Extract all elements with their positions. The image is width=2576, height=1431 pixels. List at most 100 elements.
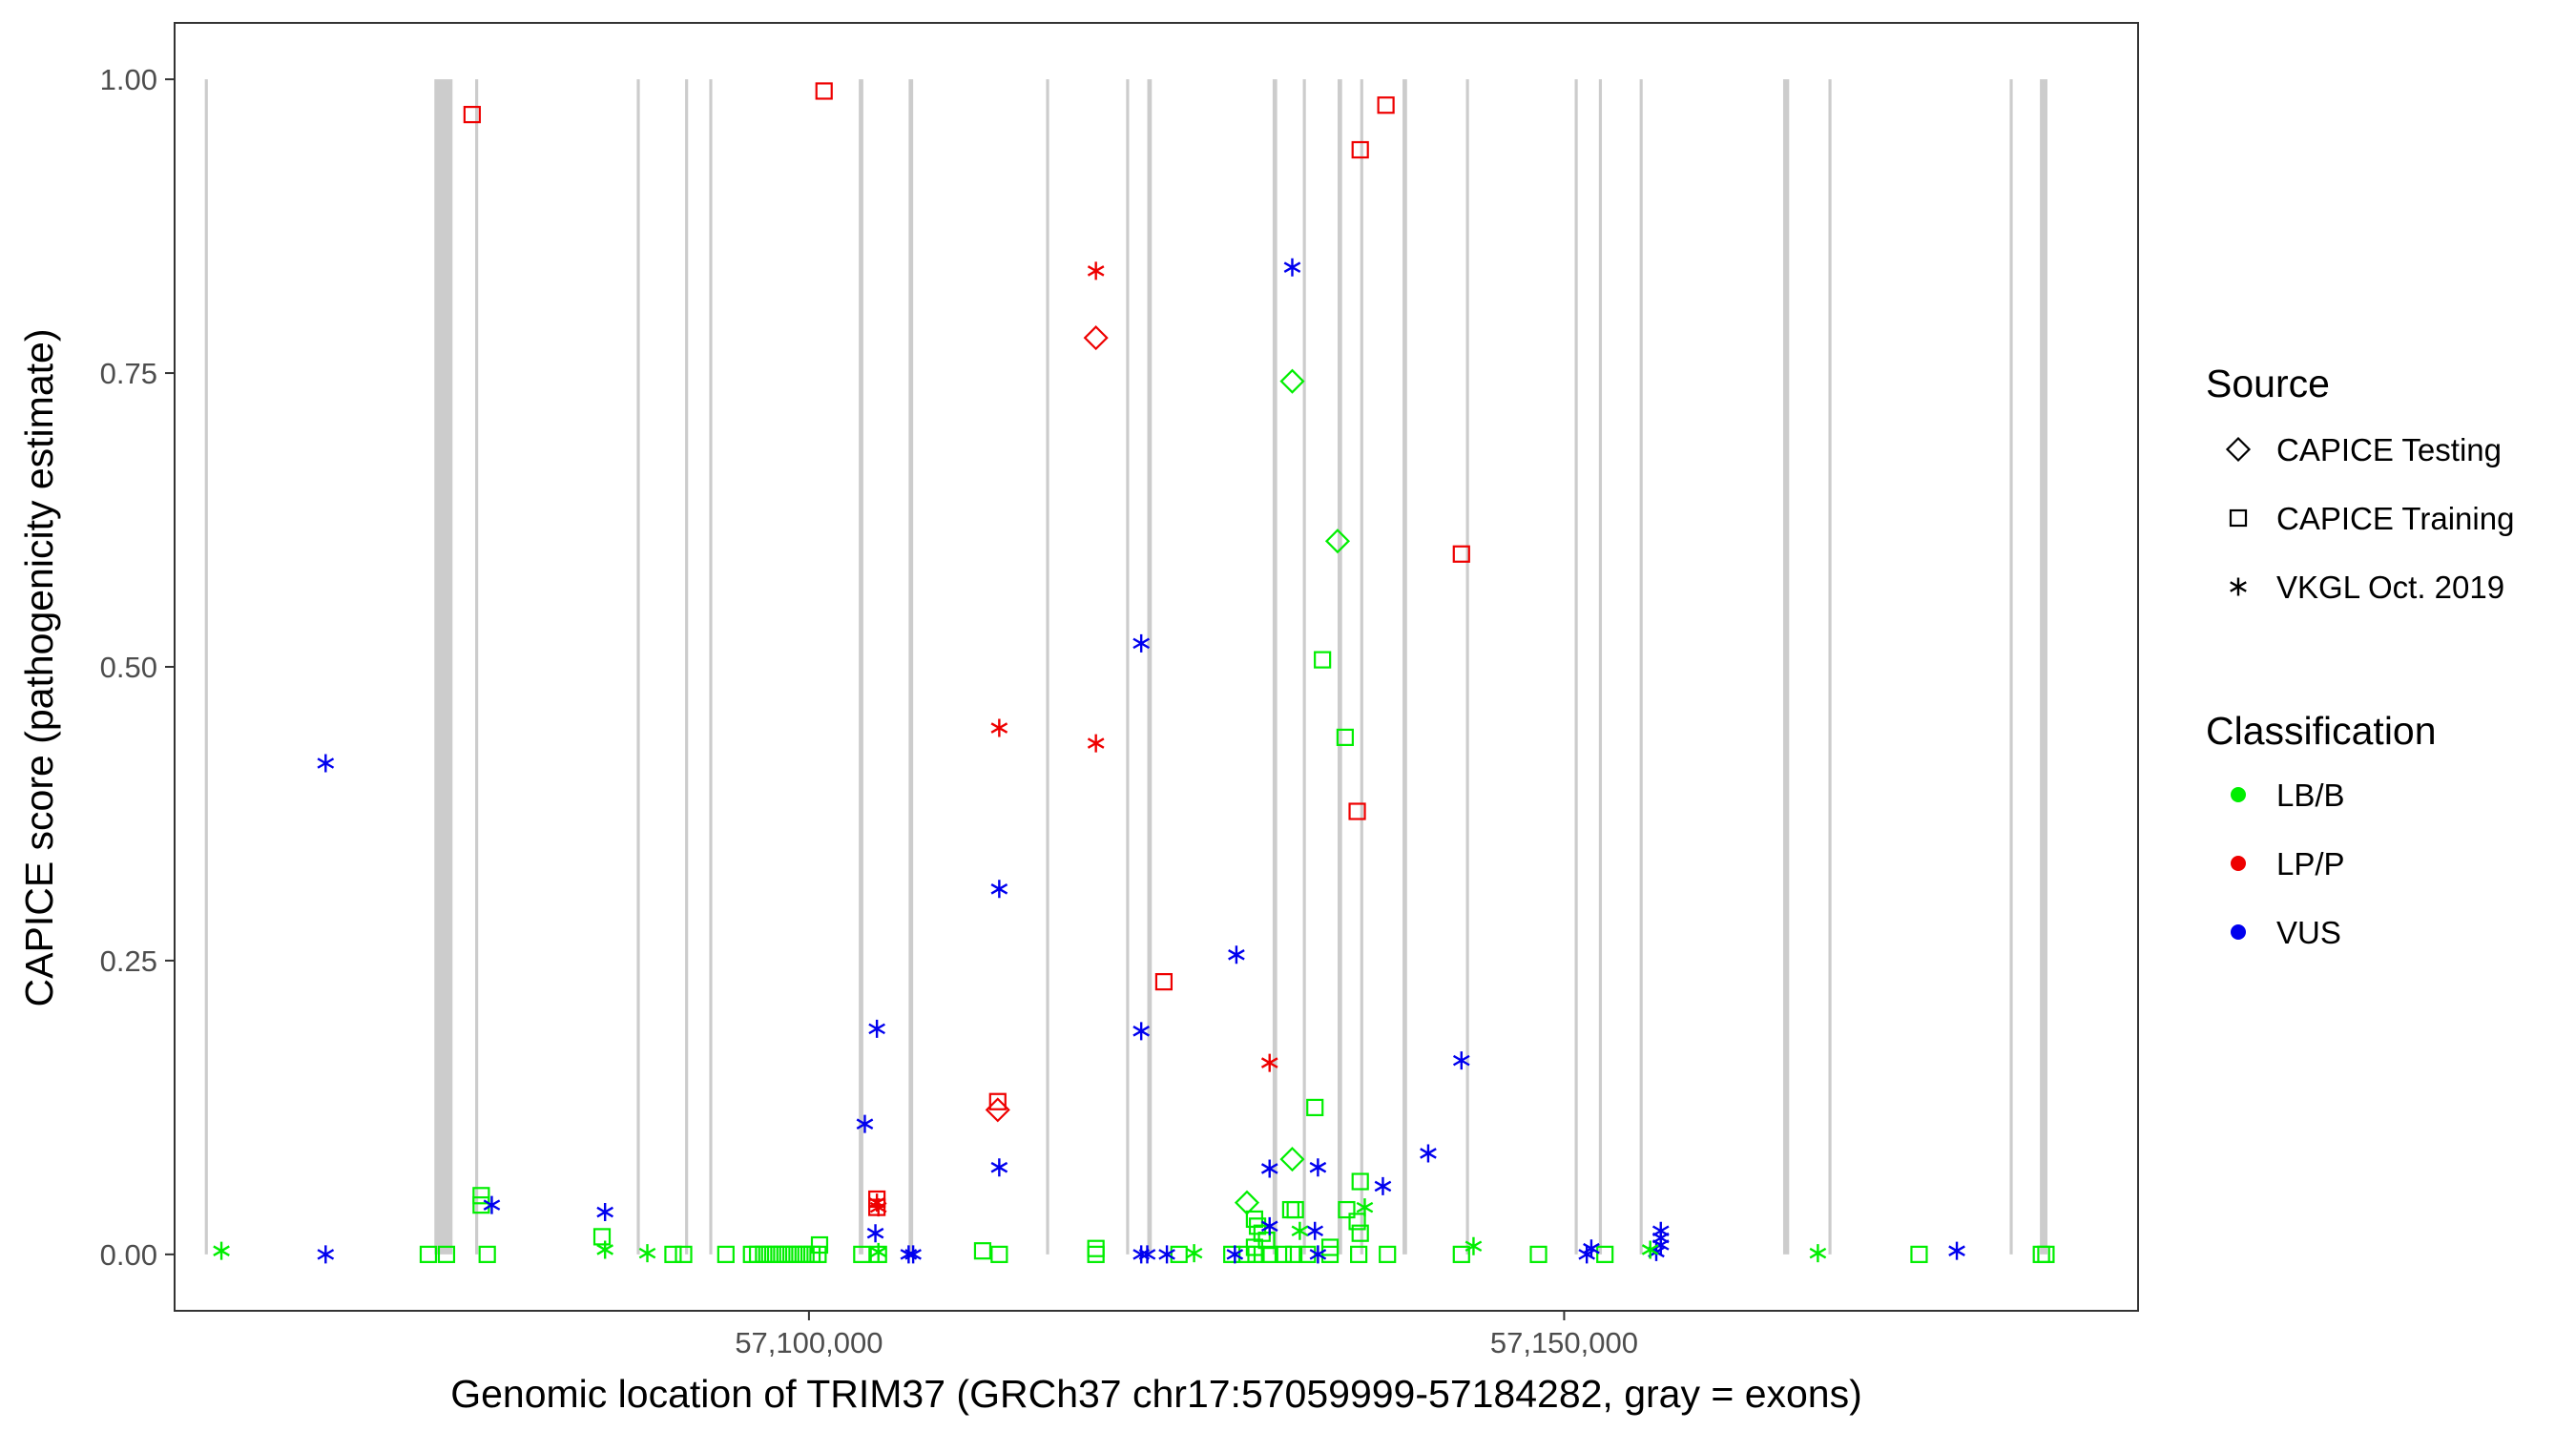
vkgl-point xyxy=(1809,1244,1827,1263)
exon-band xyxy=(475,79,479,1255)
exon-band xyxy=(1402,79,1407,1255)
exon-band xyxy=(204,79,208,1255)
training-point xyxy=(1379,1245,1397,1263)
exon-bands xyxy=(204,79,2048,1255)
vkgl-point xyxy=(856,1114,874,1133)
vkgl-point xyxy=(1087,261,1105,280)
x-tick-label: 57,150,000 xyxy=(1490,1326,1638,1359)
vkgl-point xyxy=(317,1245,335,1264)
training-point xyxy=(1338,1200,1356,1219)
exon-band xyxy=(2009,79,2013,1255)
training-point xyxy=(664,1245,682,1263)
vkgl-point xyxy=(990,1158,1008,1177)
exon-band xyxy=(1272,79,1278,1255)
vkgl-point xyxy=(1420,1144,1437,1163)
exon-band xyxy=(1147,79,1153,1255)
training-point xyxy=(2037,1245,2055,1263)
vkgl-point xyxy=(483,1195,501,1214)
vkgl-point xyxy=(990,718,1008,737)
exon-band xyxy=(709,79,713,1255)
training-point xyxy=(1348,802,1366,820)
vkgl-point xyxy=(1260,1053,1278,1072)
training-point xyxy=(1306,1098,1324,1117)
vkgl-point xyxy=(1291,1221,1309,1240)
legend-diamond-icon xyxy=(2225,436,2252,463)
vkgl-point xyxy=(1465,1236,1483,1255)
legend-source-title: Source xyxy=(2206,362,2330,405)
exon-band xyxy=(1782,79,1790,1255)
testing-point xyxy=(1279,1147,1305,1172)
exon-band xyxy=(1465,79,1469,1255)
training-point xyxy=(472,1196,490,1214)
vkgl-point xyxy=(1283,258,1301,277)
training-point xyxy=(419,1245,438,1263)
training-point xyxy=(853,1245,871,1263)
training-point xyxy=(1596,1245,1614,1263)
legend-dot-icon xyxy=(2231,787,2246,802)
training-point xyxy=(1247,1245,1265,1263)
vkgl-point xyxy=(1132,1022,1150,1041)
legend-dot-icon xyxy=(2231,856,2246,871)
training-point xyxy=(717,1245,735,1263)
training-point xyxy=(592,1228,612,1246)
testing-point xyxy=(1234,1190,1260,1215)
exon-band xyxy=(1360,79,1363,1255)
testing-point xyxy=(1279,368,1305,394)
exon-band xyxy=(908,79,914,1255)
training-point xyxy=(1350,1245,1368,1263)
exon-band xyxy=(1126,79,1130,1255)
exon-band xyxy=(1828,79,1832,1255)
plot-panel xyxy=(174,22,2139,1312)
vkgl-point xyxy=(1374,1176,1392,1195)
vkgl-point xyxy=(1260,1216,1278,1235)
training-point xyxy=(478,1245,496,1263)
exon-band xyxy=(1302,79,1306,1255)
vkgl-point xyxy=(904,1245,922,1264)
training-point xyxy=(1154,973,1174,991)
y-axis-label: CAPICE score (pathogenicity estimate) xyxy=(17,329,61,1007)
training-point xyxy=(973,1242,992,1260)
exon-band xyxy=(2040,79,2048,1255)
exon-band xyxy=(859,79,863,1255)
legend-asterisk-icon xyxy=(2230,577,2247,596)
training-point xyxy=(988,1092,1007,1110)
training-point xyxy=(1377,96,1395,114)
vkgl-point xyxy=(1087,734,1105,753)
legend-classification-title: Classification xyxy=(2206,709,2437,753)
training-point xyxy=(1910,1245,1928,1263)
training-point xyxy=(437,1245,456,1263)
training-point xyxy=(1237,1245,1257,1263)
legend-source-label: CAPICE Training xyxy=(2276,501,2514,536)
training-point xyxy=(675,1245,693,1263)
training-point xyxy=(815,82,833,100)
training-point xyxy=(1281,1200,1299,1219)
vkgl-point xyxy=(1452,1051,1470,1070)
exon-band xyxy=(1598,79,1603,1255)
vkgl-point xyxy=(1138,1245,1156,1264)
vkgl-point xyxy=(1132,633,1150,653)
training-point xyxy=(1223,1245,1241,1263)
vkgl-point xyxy=(866,1224,884,1243)
training-point xyxy=(1348,1213,1366,1231)
vkgl-point xyxy=(1158,1245,1175,1264)
y-tick-label: 0.00 xyxy=(100,1238,157,1272)
vkgl-point xyxy=(868,1019,885,1038)
vkgl-point xyxy=(1306,1221,1324,1240)
vkgl-point xyxy=(1309,1245,1327,1264)
training-point xyxy=(1298,1245,1317,1263)
vkgl-point xyxy=(1641,1240,1659,1259)
vkgl-point xyxy=(1226,1245,1244,1264)
vkgl-point xyxy=(317,754,335,773)
vkgl-point xyxy=(596,1240,614,1259)
legend: Source CAPICE Testing CAPICE Training VKGL… xyxy=(2206,362,2514,950)
y-tick-label: 0.25 xyxy=(100,944,157,978)
training-point xyxy=(809,1245,827,1263)
training-point xyxy=(1320,1245,1340,1263)
legend-square-icon xyxy=(2229,508,2248,528)
training-point xyxy=(1351,1172,1369,1191)
vkgl-point xyxy=(869,1198,887,1217)
training-point xyxy=(1087,1245,1105,1263)
legend-source-label: CAPICE Testing xyxy=(2276,432,2502,467)
legend-class-label: LP/P xyxy=(2276,846,2345,881)
